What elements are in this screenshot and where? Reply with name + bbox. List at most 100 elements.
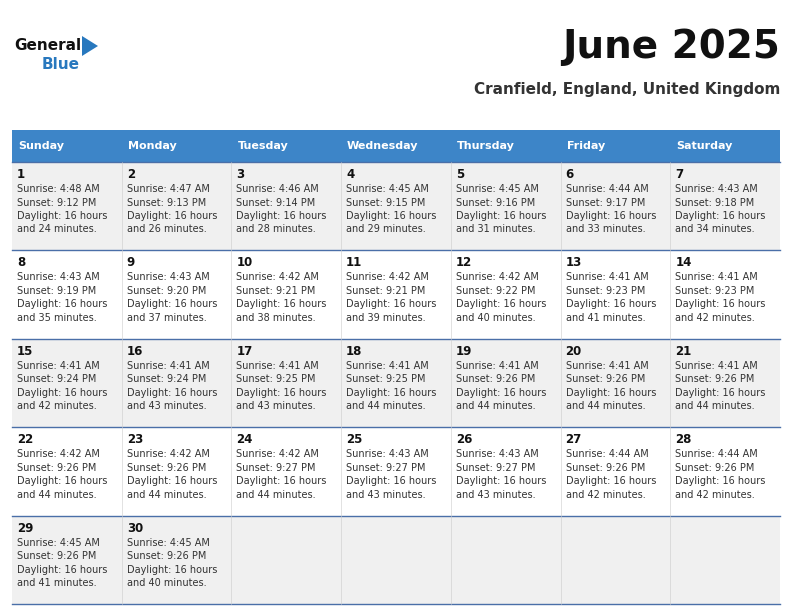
Text: 26: 26 [456, 433, 472, 446]
Bar [12, 515, 780, 604]
Text: Sunrise: 4:42 AM: Sunrise: 4:42 AM [127, 449, 210, 459]
Text: Sunset: 9:26 PM: Sunset: 9:26 PM [676, 463, 755, 472]
Text: and 40 minutes.: and 40 minutes. [456, 313, 535, 323]
Text: Sunrise: 4:41 AM: Sunrise: 4:41 AM [127, 361, 209, 371]
Text: Saturday: Saturday [676, 141, 733, 151]
Text: 29: 29 [17, 521, 33, 535]
Text: Sunset: 9:26 PM: Sunset: 9:26 PM [456, 375, 535, 384]
Text: 18: 18 [346, 345, 363, 358]
Text: Sunset: 9:19 PM: Sunset: 9:19 PM [17, 286, 97, 296]
Text: and 29 minutes.: and 29 minutes. [346, 225, 426, 234]
Text: and 44 minutes.: and 44 minutes. [346, 401, 426, 411]
Text: Sunrise: 4:45 AM: Sunrise: 4:45 AM [346, 184, 429, 194]
Text: and 41 minutes.: and 41 minutes. [17, 578, 97, 588]
Text: 19: 19 [456, 345, 472, 358]
Text: Sunrise: 4:42 AM: Sunrise: 4:42 AM [456, 272, 539, 282]
Text: and 40 minutes.: and 40 minutes. [127, 578, 207, 588]
Bar [12, 250, 780, 339]
Text: and 37 minutes.: and 37 minutes. [127, 313, 207, 323]
Text: Sunrise: 4:44 AM: Sunrise: 4:44 AM [565, 449, 649, 459]
Text: Sunrise: 4:41 AM: Sunrise: 4:41 AM [676, 272, 758, 282]
Text: Daylight: 16 hours: Daylight: 16 hours [237, 388, 327, 398]
Text: Sunrise: 4:43 AM: Sunrise: 4:43 AM [17, 272, 100, 282]
Text: Daylight: 16 hours: Daylight: 16 hours [565, 388, 656, 398]
Text: Daylight: 16 hours: Daylight: 16 hours [127, 299, 217, 310]
Text: Thursday: Thursday [457, 141, 515, 151]
Text: and 33 minutes.: and 33 minutes. [565, 225, 645, 234]
Text: 30: 30 [127, 521, 143, 535]
Text: and 44 minutes.: and 44 minutes. [127, 490, 207, 500]
Text: Daylight: 16 hours: Daylight: 16 hours [127, 476, 217, 486]
Text: 2: 2 [127, 168, 135, 181]
Text: Daylight: 16 hours: Daylight: 16 hours [456, 299, 546, 310]
Text: Daylight: 16 hours: Daylight: 16 hours [565, 299, 656, 310]
Text: Sunrise: 4:41 AM: Sunrise: 4:41 AM [565, 272, 649, 282]
Text: Sunrise: 4:42 AM: Sunrise: 4:42 AM [237, 449, 319, 459]
Text: 16: 16 [127, 345, 143, 358]
Text: 7: 7 [676, 168, 683, 181]
Text: Sunrise: 4:41 AM: Sunrise: 4:41 AM [346, 361, 429, 371]
Text: 1: 1 [17, 168, 25, 181]
Text: Sunset: 9:26 PM: Sunset: 9:26 PM [127, 551, 206, 561]
Text: Wednesday: Wednesday [347, 141, 419, 151]
Text: and 44 minutes.: and 44 minutes. [237, 490, 316, 500]
Text: 3: 3 [237, 168, 245, 181]
Text: Sunset: 9:23 PM: Sunset: 9:23 PM [565, 286, 645, 296]
Text: and 43 minutes.: and 43 minutes. [456, 490, 535, 500]
Text: Daylight: 16 hours: Daylight: 16 hours [127, 388, 217, 398]
Text: and 42 minutes.: and 42 minutes. [676, 313, 755, 323]
Text: and 24 minutes.: and 24 minutes. [17, 225, 97, 234]
Bar [122, 130, 231, 162]
Text: Monday: Monday [128, 141, 177, 151]
Text: Daylight: 16 hours: Daylight: 16 hours [17, 299, 108, 310]
Text: Sunset: 9:26 PM: Sunset: 9:26 PM [17, 551, 97, 561]
Text: Daylight: 16 hours: Daylight: 16 hours [346, 476, 436, 486]
Text: and 38 minutes.: and 38 minutes. [237, 313, 316, 323]
Text: and 44 minutes.: and 44 minutes. [17, 490, 97, 500]
Text: Sunrise: 4:44 AM: Sunrise: 4:44 AM [676, 449, 758, 459]
Text: Sunset: 9:27 PM: Sunset: 9:27 PM [456, 463, 535, 472]
Text: Sunset: 9:27 PM: Sunset: 9:27 PM [237, 463, 316, 472]
Text: Sunrise: 4:48 AM: Sunrise: 4:48 AM [17, 184, 100, 194]
Text: Daylight: 16 hours: Daylight: 16 hours [237, 211, 327, 221]
Text: Sunrise: 4:47 AM: Sunrise: 4:47 AM [127, 184, 210, 194]
Text: 12: 12 [456, 256, 472, 269]
Text: Sunset: 9:21 PM: Sunset: 9:21 PM [237, 286, 316, 296]
Text: and 42 minutes.: and 42 minutes. [565, 490, 645, 500]
Text: Sunset: 9:24 PM: Sunset: 9:24 PM [17, 375, 97, 384]
Text: Sunset: 9:25 PM: Sunset: 9:25 PM [237, 375, 316, 384]
Text: and 31 minutes.: and 31 minutes. [456, 225, 535, 234]
Text: Sunrise: 4:42 AM: Sunrise: 4:42 AM [346, 272, 429, 282]
Text: Daylight: 16 hours: Daylight: 16 hours [346, 388, 436, 398]
Text: Daylight: 16 hours: Daylight: 16 hours [237, 299, 327, 310]
Text: Sunset: 9:27 PM: Sunset: 9:27 PM [346, 463, 425, 472]
Text: and 39 minutes.: and 39 minutes. [346, 313, 426, 323]
Text: Sunrise: 4:42 AM: Sunrise: 4:42 AM [17, 449, 100, 459]
Text: Daylight: 16 hours: Daylight: 16 hours [346, 211, 436, 221]
Text: 27: 27 [565, 433, 582, 446]
Text: Sunset: 9:26 PM: Sunset: 9:26 PM [127, 463, 206, 472]
Text: Sunrise: 4:43 AM: Sunrise: 4:43 AM [346, 449, 429, 459]
Text: 11: 11 [346, 256, 363, 269]
Text: and 35 minutes.: and 35 minutes. [17, 313, 97, 323]
Text: Sunrise: 4:45 AM: Sunrise: 4:45 AM [17, 537, 100, 548]
Bar [451, 130, 561, 162]
Text: Sunrise: 4:41 AM: Sunrise: 4:41 AM [17, 361, 100, 371]
Text: Sunrise: 4:45 AM: Sunrise: 4:45 AM [456, 184, 539, 194]
Polygon shape [82, 36, 98, 56]
Text: 24: 24 [237, 433, 253, 446]
Text: 23: 23 [127, 433, 143, 446]
Text: Daylight: 16 hours: Daylight: 16 hours [676, 299, 766, 310]
Text: Sunset: 9:26 PM: Sunset: 9:26 PM [17, 463, 97, 472]
Text: Sunset: 9:16 PM: Sunset: 9:16 PM [456, 198, 535, 207]
Text: Tuesday: Tuesday [238, 141, 288, 151]
Text: Daylight: 16 hours: Daylight: 16 hours [676, 476, 766, 486]
Text: Blue: Blue [42, 57, 80, 72]
Text: Cranfield, England, United Kingdom: Cranfield, England, United Kingdom [474, 82, 780, 97]
Text: June 2025: June 2025 [562, 28, 780, 66]
Text: 15: 15 [17, 345, 33, 358]
Text: Daylight: 16 hours: Daylight: 16 hours [127, 565, 217, 575]
Bar [341, 130, 451, 162]
Text: 20: 20 [565, 345, 582, 358]
Text: Sunset: 9:25 PM: Sunset: 9:25 PM [346, 375, 425, 384]
